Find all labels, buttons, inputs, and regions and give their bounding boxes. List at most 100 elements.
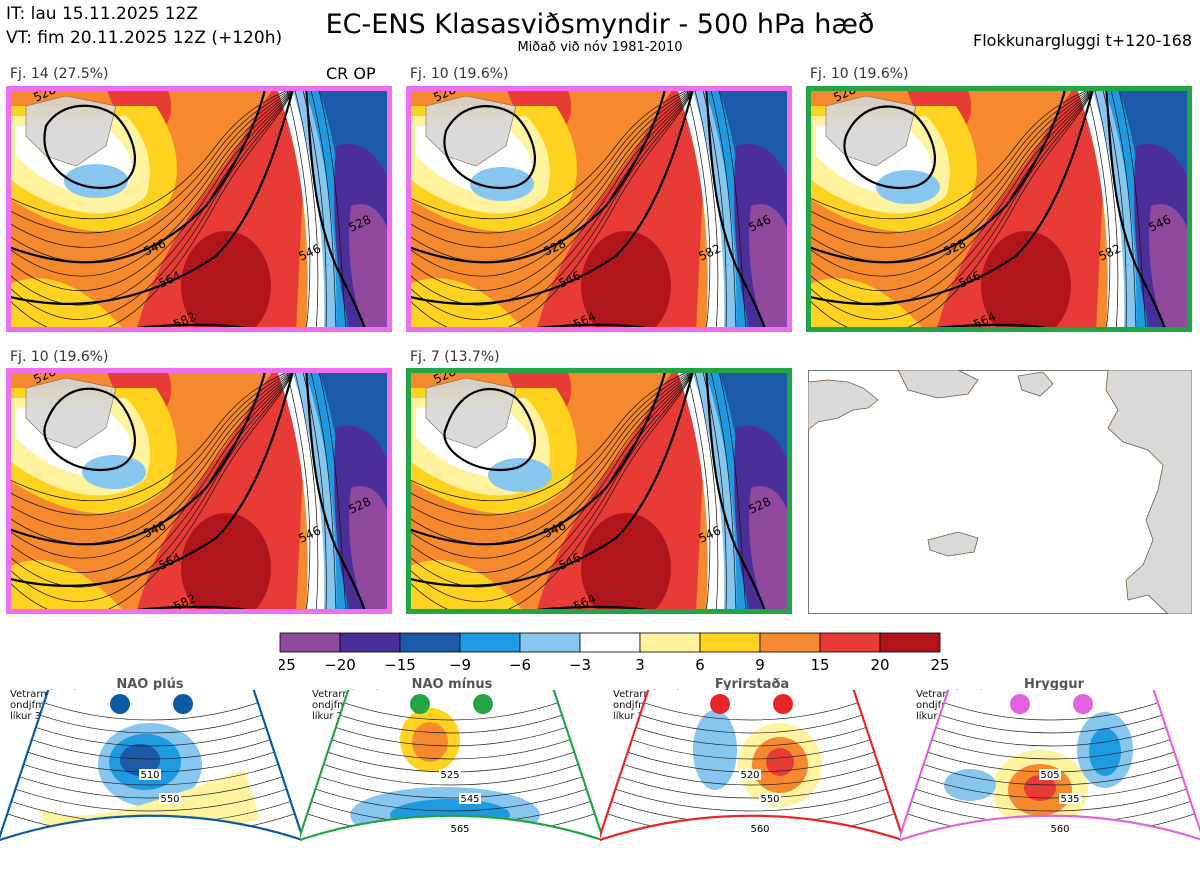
greenland-land [25,95,117,167]
height-contour [806,86,1097,332]
east-extreme-cold [349,204,392,332]
bold-height-contour [704,368,768,614]
height-contour [806,86,1097,320]
height-contour [717,368,747,614]
cluster-3-title: Fj. 10 (19.6%) [810,66,909,82]
bold-height-contour [6,368,268,546]
strong-warm-anomaly [181,231,271,332]
height-contour [406,368,697,502]
height-contour [11,773,291,799]
colorbar-swatch [339,632,401,653]
height-contour [6,368,297,516]
height-contour [806,86,1097,291]
contour-label-bg [1049,823,1071,834]
height-contour [317,86,347,332]
height-contour [324,736,578,760]
height-contour [6,368,297,559]
svalbard-land [1017,371,1054,397]
colorbar-swatch [519,632,581,653]
height-contour [693,86,719,332]
cluster-4-title: Fj. 10 (19.6%) [10,349,109,365]
height-contour [406,368,697,573]
colorbar-tick-label: −25 [279,656,296,674]
height-contour [806,86,1097,234]
cold-anomaly-center [120,744,160,776]
strong-warm-anomaly [581,513,671,614]
height-contour [406,368,697,614]
scandinavia-land [1105,370,1192,614]
warm-anomaly-southwest [406,278,526,332]
contour-label-bg [739,769,761,780]
warm-anomaly-southwest [406,560,526,614]
bold-height-contour [704,86,768,332]
contour-label-bg [159,793,181,804]
height-contour [1117,86,1147,332]
east-extreme-cold [749,204,792,332]
initial-time: IT: lau 15.11.2025 12Z [6,4,198,24]
regime-marker-dot [410,694,430,714]
bold-height-contour [406,86,696,305]
height-contour [624,736,878,760]
bold-height-contour [1104,86,1168,332]
contour-label: 550 [160,794,179,805]
colorbar-swatch [879,632,941,653]
colorbar-tick-label: 15 [810,656,829,674]
regime-marker-dot [173,694,193,714]
contour-label-bg [1039,769,1061,780]
regime-map-nao-minus: 525 545 565 [300,690,602,842]
iceland-land [927,531,979,557]
bold-low-contour [443,387,537,471]
greenland-land [425,377,517,449]
regime-frame [600,690,902,842]
cluster-frame [406,368,792,614]
cold-anomaly-west [64,164,128,198]
height-contour [406,86,697,277]
strong-warm-anomaly [181,513,271,614]
bold-low-contour [843,105,937,189]
bold-low-contour [43,104,137,189]
height-contour [933,712,1169,734]
contour-label-bg [749,823,771,834]
colorbar-swatch [279,632,341,653]
height-contour [309,86,337,332]
colorbar-tick-label: −15 [384,656,416,674]
height-contour [28,724,274,747]
regime-map-blocking: 520 550 560 [600,690,902,842]
height-contour [406,86,697,263]
cold-anomaly-core [1089,728,1121,776]
height-contour [6,86,297,220]
contour-label: 550 [760,794,779,805]
height-contour [406,368,697,559]
regime-4-name: Hryggur [1023,677,1085,692]
height-contour [937,700,1165,721]
height-contour [7,785,295,812]
greenland-land [425,95,517,167]
east-extreme-cold [349,486,392,614]
height-contour [406,368,697,530]
regime-map-ridge: 505 535 560 [900,690,1200,842]
height-contour [315,761,587,786]
height-contour [309,368,337,614]
bold-low-contour [443,105,537,189]
height-contour [717,86,747,332]
colorbar-tick-label: 3 [635,656,645,674]
strong-warm-anomaly [981,231,1071,332]
height-contour [293,368,319,614]
northern-islands-land [897,370,979,399]
height-contour [24,736,278,760]
colorbar-tick-label: −6 [509,656,531,674]
bold-height-contour [304,368,368,614]
greenland-land [25,377,117,449]
regime-marker-dot [773,694,793,714]
classification-window: Flokkunargluggi t+120-168 [973,31,1192,50]
contour-label: 565 [450,824,469,835]
height-contour [406,86,697,291]
bold-height-contour [6,86,296,305]
cold-anomaly-west [944,769,996,801]
cold-anomaly-west [488,458,552,492]
cluster-frame [6,368,392,614]
height-contour [607,785,895,812]
cold-anomaly [693,710,737,790]
